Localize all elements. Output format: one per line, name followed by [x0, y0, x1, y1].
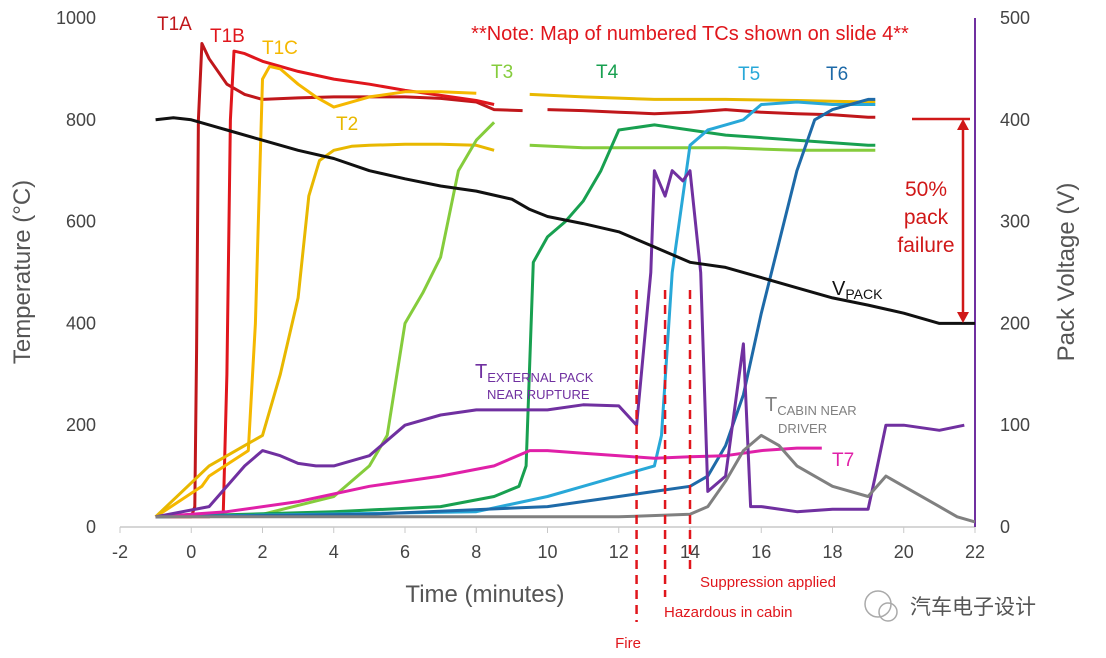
series-line-t2-cont-	[529, 92, 876, 104]
x-tick-label: 4	[329, 542, 339, 562]
series-line-t6	[155, 97, 876, 519]
series-line-t1a	[155, 42, 876, 519]
failure-arrow-up	[957, 119, 969, 130]
x-tick-label: 0	[186, 542, 196, 562]
label-tcabin-sub1: CABIN NEAR	[777, 403, 856, 418]
watermark-text: 汽车电子设计	[910, 596, 1036, 619]
x-tick-label: 10	[537, 542, 557, 562]
x-tick-label: -2	[112, 542, 128, 562]
x-tick-label: 2	[257, 542, 267, 562]
event-label-suppression: Suppression applied	[700, 574, 836, 591]
label-t7: T7	[832, 450, 854, 471]
series-line-t5	[155, 100, 876, 519]
label-text-ext-sub1: EXTERNAL PACK	[487, 370, 594, 385]
label-t4: T4	[596, 62, 619, 83]
series-line-t1c	[154, 64, 477, 519]
label-t1b: T1B	[210, 26, 245, 47]
x-tick-label: 6	[400, 542, 410, 562]
y-tick-label: 600	[66, 212, 96, 232]
series-line-t2	[154, 142, 495, 518]
failure-arrow-down	[957, 312, 969, 323]
label-vpack-main: V	[832, 278, 846, 300]
wechat-icon-bubble	[878, 602, 898, 622]
failure-label-3: failure	[897, 234, 954, 257]
failure-label-2: pack	[904, 206, 949, 229]
series-line-t3	[155, 121, 496, 519]
series-line-t3-cont-	[529, 143, 876, 152]
x-tick-label: 18	[822, 542, 842, 562]
x-tick-label: 20	[894, 542, 914, 562]
label-tcabin-main: T	[765, 394, 777, 416]
y-ticks: 0 200 400 600 800 1000	[56, 8, 96, 537]
label-t3: T3	[491, 62, 513, 83]
y-tick-label: 0	[86, 517, 96, 537]
label-tcabin: TCABIN NEAR	[765, 394, 857, 418]
event-label-fire: Fire	[615, 635, 641, 652]
series-line-t1b	[155, 49, 495, 519]
label-text-ext: TEXTERNAL PACK	[475, 361, 594, 385]
y2-tick-label: 300	[1000, 212, 1030, 232]
failure-label-1: 50%	[905, 178, 947, 201]
x-tick-label: 12	[609, 542, 629, 562]
y2-tick-label: 200	[1000, 313, 1030, 333]
series-line-t-cabin-near-driver	[155, 433, 976, 524]
y2-tick-label: 400	[1000, 110, 1030, 130]
y-axis-title: Temperature (°C)	[9, 180, 36, 364]
label-text-ext-main: T	[475, 361, 487, 383]
wechat-icon	[864, 590, 892, 618]
label-text-ext-sub2: NEAR RUPTURE	[487, 387, 590, 402]
y2-tick-label: 0	[1000, 517, 1010, 537]
label-tcabin-sub2: DRIVER	[778, 421, 827, 436]
series-line-t-external-pack-near-rupture	[155, 169, 965, 519]
note-text: **Note: Map of numbered TCs shown on sli…	[471, 23, 909, 45]
x-tick-label: 8	[471, 542, 481, 562]
event-label-hazardous: Hazardous in cabin	[664, 604, 792, 621]
label-t1a: T1A	[157, 14, 192, 35]
label-vpack-sub: PACK	[845, 286, 883, 302]
y2-axis-title: Pack Voltage (V)	[1053, 183, 1080, 362]
y-tick-label: 800	[66, 110, 96, 130]
label-t1c: T1C	[262, 38, 298, 59]
y2-ticks: 0 100 200 300 400 500	[1000, 8, 1030, 537]
label-t5: T5	[738, 64, 760, 85]
series-line-t4	[155, 123, 876, 519]
y2-tick-label: 100	[1000, 415, 1030, 435]
x-axis-title: Time (minutes)	[405, 581, 564, 608]
failure-annotation: 50% pack failure	[897, 117, 970, 323]
x-tick-label: 16	[751, 542, 771, 562]
label-t6: T6	[826, 64, 848, 85]
label-vpack: VPACK	[832, 278, 883, 302]
series-line-vpack	[155, 116, 975, 325]
x-tick-label: 22	[965, 542, 985, 562]
y2-tick-label: 500	[1000, 8, 1030, 28]
series-group	[154, 42, 976, 524]
watermark: 汽车电子设计	[864, 590, 1036, 622]
y-tick-label: 400	[66, 313, 96, 333]
x-ticks: -20246810121416182022	[112, 527, 985, 562]
y-tick-label: 200	[66, 415, 96, 435]
label-t2: T2	[336, 114, 358, 135]
y-tick-label: 1000	[56, 8, 96, 28]
